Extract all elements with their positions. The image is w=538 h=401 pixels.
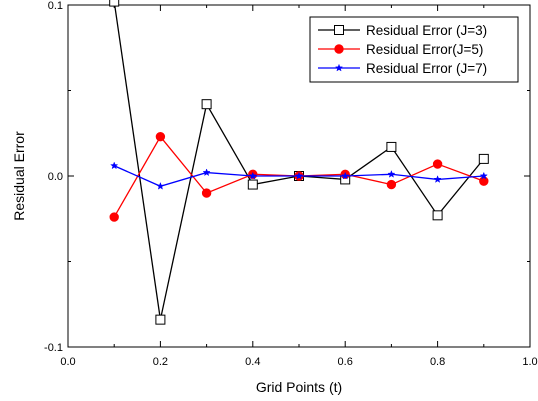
data-point [432,159,443,169]
legend-label: Residual Error (J=3) [366,23,487,38]
x-tick-label: 0.8 [430,356,445,368]
y-tick-label: 0.1 [48,0,63,12]
data-point [386,141,397,152]
data-point [478,153,489,164]
legend-marker [334,63,344,72]
y-tick-label: -0.1 [44,342,63,354]
data-point [387,169,396,178]
data-point [201,188,212,198]
legend: Residual Error (J=3) Residual Error(J=5) R… [309,16,519,83]
x-axis-title: Grid Points (t) [256,379,342,395]
data-point [247,179,258,190]
data-point [433,175,442,183]
legend-label: Residual Error(J=5) [366,42,483,57]
data-point [110,161,119,170]
data-point [202,168,211,177]
legend-marker [334,25,344,35]
legend-marker [334,44,344,54]
data-point [479,171,488,180]
legend-label: Residual Error (J=7) [366,61,487,76]
data-point [155,314,166,325]
axis-ticks: 0.0 0.2 0.4 0.6 0.8 1.0 -0.1 0.0 0.1 [44,0,538,368]
data-point [341,171,350,180]
x-tick-label: 0.2 [153,356,168,368]
series-3 [110,161,488,190]
x-tick-label: 0.4 [245,356,260,368]
data-point [109,0,120,7]
data-point [201,99,212,110]
legend-entry: Residual Error (J=3) [318,23,487,38]
data-point [248,171,257,180]
data-point [156,181,165,190]
y-axis-title: Residual Error [11,131,27,221]
data-point [155,131,166,142]
data-point [479,176,489,186]
legend-entry: Residual Error (J=7) [318,61,487,76]
x-tick-label: 0.0 [60,356,75,368]
y-tick-label: 0.0 [48,171,63,183]
data-point [109,212,119,222]
data-point [294,171,304,180]
x-tick-label: 1.0 [522,356,537,368]
x-tick-label: 0.6 [338,356,353,368]
series-layer [109,0,489,325]
data-point [386,179,397,190]
legend-entry: Residual Error(J=5) [318,42,483,57]
data-point [432,210,443,221]
